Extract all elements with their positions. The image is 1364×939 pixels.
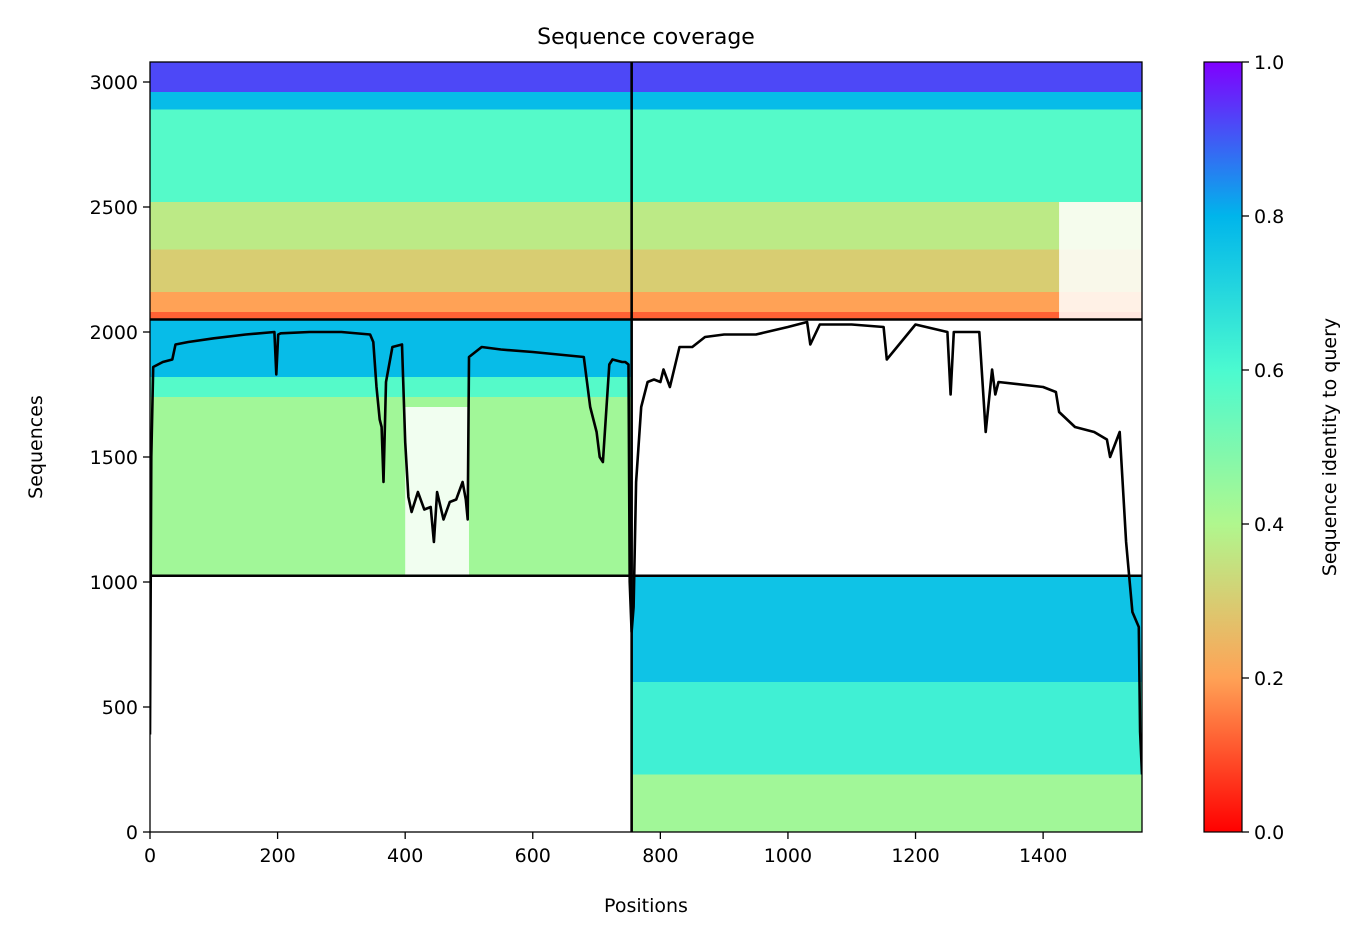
coverage-band-0-2: [150, 319, 632, 377]
coverage-band-3-0: [631, 312, 1142, 320]
chain-boundaries: [150, 62, 1142, 832]
coverage-band-1-3: [150, 202, 632, 250]
y-tick-label: 1500: [90, 447, 138, 469]
colorbar-tick-label: 0.8: [1254, 206, 1284, 228]
x-tick-label: 0: [144, 845, 156, 867]
y-tick-label: 3000: [90, 72, 138, 94]
colorbar-tick-label: 0.4: [1254, 514, 1284, 536]
coverage-band-3-2: [631, 249, 1142, 292]
coverage-band-1-5: [150, 92, 632, 110]
colorbar-label: Sequence identity to query: [1319, 318, 1341, 576]
y-tick-label: 1000: [90, 572, 138, 594]
colorbar-tick-label: 1.0: [1254, 52, 1284, 74]
x-tick-label: 600: [515, 845, 551, 867]
coverage-band-3-3: [631, 202, 1142, 250]
chart-title: Sequence coverage: [537, 25, 755, 50]
coverage-gap-1: [1059, 202, 1142, 320]
coverage-band-1-0: [150, 312, 632, 320]
coverage-band-1-1: [150, 292, 632, 312]
coverage-band-2-1: [631, 682, 1142, 775]
colorbar-tick-label: 0.2: [1254, 668, 1284, 690]
coverage-band-2-2: [631, 575, 1142, 682]
coverage-band-1-4: [150, 109, 632, 202]
y-tick-label: 2000: [90, 322, 138, 344]
coverage-band-3-4: [631, 109, 1142, 202]
coverage-band-3-6: [631, 62, 1142, 92]
coverage-band-0-0: [150, 397, 632, 576]
plot-area: [150, 62, 1142, 832]
y-tick-label: 0: [126, 822, 138, 844]
coverage-band-2-0: [631, 774, 1142, 832]
x-axis: 0 200 400 600 800 1000 1200 1400: [144, 832, 1067, 867]
coverage-band-0-1: [150, 377, 632, 397]
coverage-band-3-5: [631, 92, 1142, 110]
x-tick-label: 200: [259, 845, 295, 867]
colorbar-ticks: 0.0 0.2 0.4 0.6 0.8 1.0: [1242, 52, 1284, 844]
x-axis-label: Positions: [604, 895, 688, 917]
coverage-blocks: [150, 62, 1142, 832]
x-tick-label: 1400: [1019, 845, 1067, 867]
coverage-band-1-2: [150, 249, 632, 292]
plot-frame: [149, 61, 1143, 833]
colorbar: 0.0 0.2 0.4 0.6 0.8 1.0 Sequence identity to …: [1203, 52, 1341, 844]
y-tick-label: 2500: [90, 197, 138, 219]
x-tick-label: 1200: [891, 845, 939, 867]
y-axis: 0 500 1000 1500 2000 2500 3000: [90, 72, 150, 844]
coverage-band-3-1: [631, 292, 1142, 312]
colorbar-tick-label: 0.6: [1254, 360, 1284, 382]
y-tick-label: 500: [102, 697, 138, 719]
coverage-band-1-6: [150, 62, 632, 92]
y-axis-label: Sequences: [25, 395, 47, 499]
x-tick-label: 1000: [764, 845, 812, 867]
coverage-line: [150, 320, 1142, 775]
colorbar-gradient: [1203, 61, 1243, 833]
x-tick-label: 800: [642, 845, 678, 867]
colorbar-tick-label: 0.0: [1254, 822, 1284, 844]
x-tick-label: 400: [387, 845, 423, 867]
